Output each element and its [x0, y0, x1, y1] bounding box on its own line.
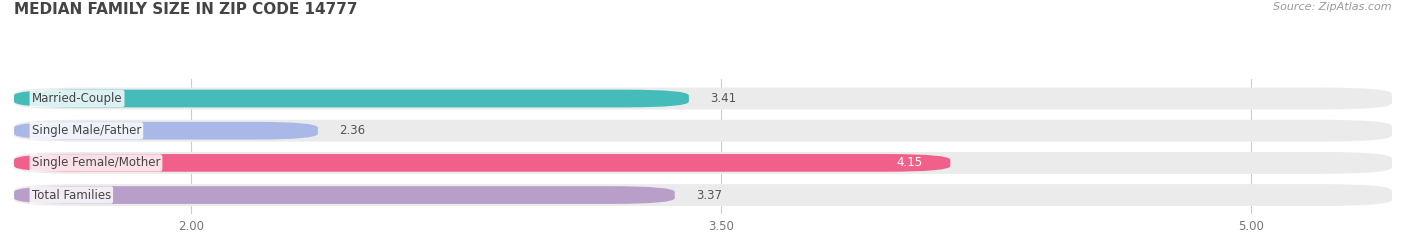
Text: Single Female/Mother: Single Female/Mother	[32, 156, 160, 169]
FancyBboxPatch shape	[14, 152, 1392, 174]
Text: 3.41: 3.41	[710, 92, 737, 105]
Text: 4.15: 4.15	[896, 156, 922, 169]
Text: 3.37: 3.37	[696, 188, 721, 202]
Text: Single Male/Father: Single Male/Father	[32, 124, 141, 137]
Text: Total Families: Total Families	[32, 188, 111, 202]
FancyBboxPatch shape	[14, 184, 1392, 206]
FancyBboxPatch shape	[14, 88, 1392, 110]
FancyBboxPatch shape	[14, 90, 689, 107]
FancyBboxPatch shape	[14, 186, 675, 204]
FancyBboxPatch shape	[14, 122, 318, 140]
Text: 2.36: 2.36	[339, 124, 366, 137]
FancyBboxPatch shape	[14, 154, 950, 172]
FancyBboxPatch shape	[14, 120, 1392, 142]
Text: MEDIAN FAMILY SIZE IN ZIP CODE 14777: MEDIAN FAMILY SIZE IN ZIP CODE 14777	[14, 2, 357, 17]
Text: Married-Couple: Married-Couple	[32, 92, 122, 105]
Text: Source: ZipAtlas.com: Source: ZipAtlas.com	[1274, 2, 1392, 12]
